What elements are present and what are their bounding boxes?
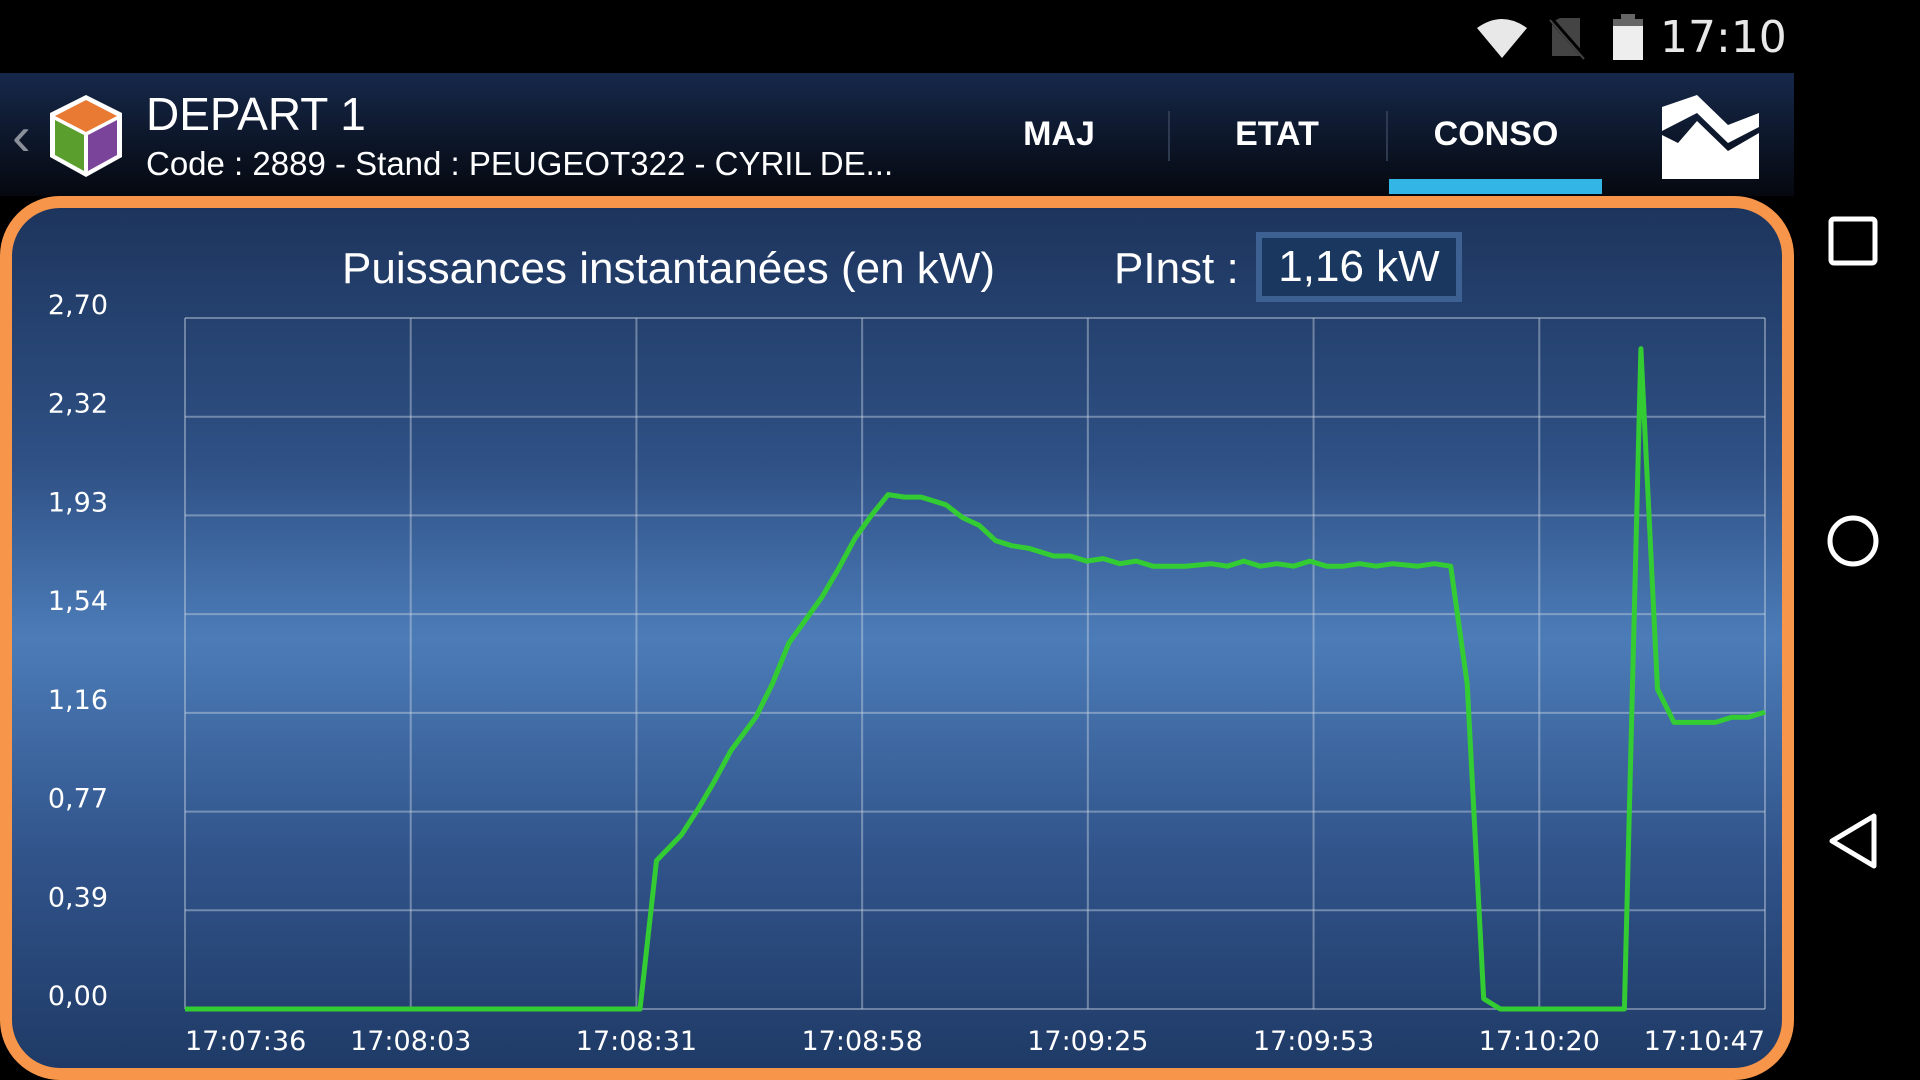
active-tab-indicator xyxy=(1389,179,1602,194)
x-tick-label: 17:08:03 xyxy=(350,1026,471,1057)
page-title: DEPART 1 xyxy=(146,88,366,140)
wifi-icon xyxy=(1477,19,1527,58)
system-nav-bar xyxy=(1794,0,1920,1080)
y-tick-label: 1,93 xyxy=(48,487,108,518)
y-tick-label: 0,77 xyxy=(48,784,108,815)
page-subtitle: Code : 2889 - Stand : PEUGEOT322 - CYRIL… xyxy=(146,145,894,182)
x-tick-label: 17:07:36 xyxy=(185,1026,306,1057)
x-tick-label: 17:10:20 xyxy=(1479,1026,1600,1057)
y-tick-label: 1,54 xyxy=(48,586,108,617)
home-circle-icon[interactable] xyxy=(1826,514,1880,568)
no-sim-icon xyxy=(1548,16,1588,60)
battery-icon xyxy=(1613,14,1643,60)
y-tick-label: 2,32 xyxy=(48,389,108,420)
pinst-label: PInst : xyxy=(1114,244,1239,293)
x-tick-label: 17:08:31 xyxy=(576,1026,697,1057)
tab-divider xyxy=(1386,111,1388,161)
tab-divider xyxy=(1168,111,1170,161)
y-tick-label: 2,70 xyxy=(48,290,108,321)
y-tick-label: 1,16 xyxy=(48,685,108,716)
y-tick-label: 0,00 xyxy=(48,981,108,1012)
area-chart-icon[interactable] xyxy=(1662,93,1759,181)
x-tick-label: 17:09:53 xyxy=(1253,1026,1374,1057)
back-chevron-icon[interactable]: ‹ xyxy=(12,104,31,167)
power-line-chart: 0,00 0,39 0,77 1,16 1,54 1,93 2,32 2,70 17:07:36… xyxy=(48,290,1766,1057)
x-tick-label: 17:08:58 xyxy=(802,1026,923,1057)
back-triangle-icon[interactable] xyxy=(1826,812,1880,870)
power-series-line xyxy=(185,346,1766,1012)
app-logo-cube[interactable] xyxy=(48,93,124,179)
status-bar: 17:10 xyxy=(0,0,1794,73)
tab-maj[interactable]: MAJ xyxy=(1023,115,1095,153)
tab-conso[interactable]: CONSO xyxy=(1433,115,1559,153)
x-tick-label: 17:09:25 xyxy=(1027,1026,1148,1057)
status-time: 17:10 xyxy=(1660,12,1787,63)
x-tick-label: 17:10:47 xyxy=(1644,1026,1765,1057)
recents-square-icon[interactable] xyxy=(1828,216,1878,266)
app-header: ‹ DEPART 1 Code : 2889 - Stand : PEUGEOT… xyxy=(0,73,1794,196)
y-tick-label: 0,39 xyxy=(48,882,108,913)
chart-title: Puissances instantanées (en kW) xyxy=(342,244,995,293)
pinst-value: 1,16 kW xyxy=(1256,232,1462,302)
consumption-panel: Puissances instantanées (en kW) PInst : … xyxy=(0,196,1794,1080)
tab-etat[interactable]: ETAT xyxy=(1235,115,1319,153)
